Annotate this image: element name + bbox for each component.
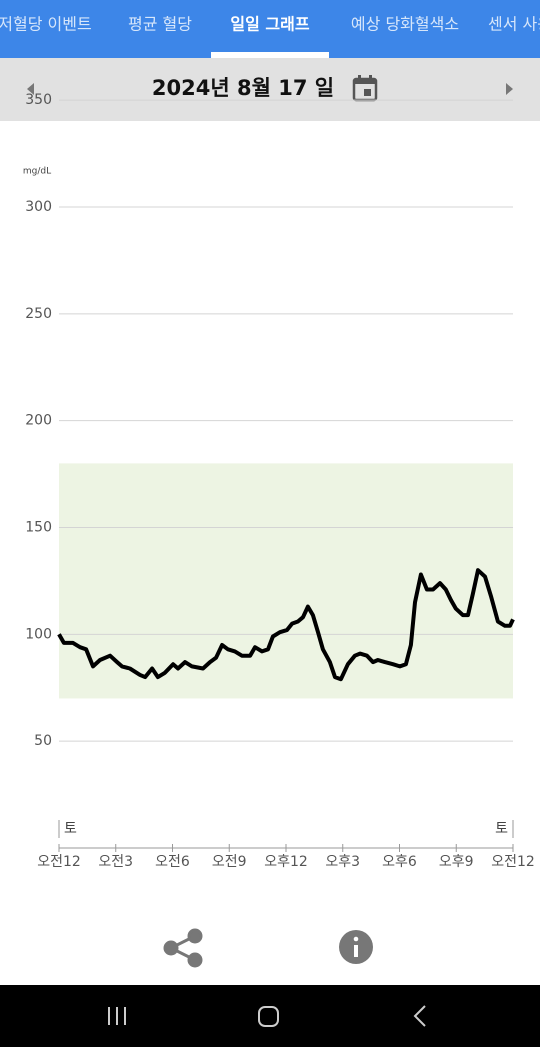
y-tick-label: 150: [25, 520, 52, 536]
y-unit-label: mg/dL: [23, 167, 51, 177]
date-bar: [0, 58, 540, 121]
tab-indicator: [211, 52, 329, 58]
tab[interactable]: 저혈당 이벤트: [0, 15, 92, 34]
x-tick-label: 오후3: [325, 854, 360, 870]
share-icon[interactable]: [163, 928, 203, 968]
x-tick-label: 오전3: [98, 854, 133, 870]
nav-bar: [0, 985, 540, 1047]
y-tick-label: 300: [25, 199, 52, 215]
day-label: 토: [64, 821, 77, 837]
info-icon[interactable]: [339, 930, 373, 964]
tab[interactable]: 센서 사용: [488, 15, 540, 34]
tab-bar: [0, 0, 540, 58]
tab[interactable]: 일일 그래프: [230, 15, 309, 34]
x-tick-label: 오전12: [491, 854, 535, 870]
tab[interactable]: 예상 당화혈색소: [351, 15, 459, 34]
nav-home[interactable]: [258, 1006, 279, 1027]
y-tick-label: 50: [34, 733, 52, 749]
glucose-line: [57, 568, 515, 682]
x-tick-label: 오후6: [382, 854, 417, 870]
y-tick-label: 100: [25, 626, 52, 642]
x-tick-label: 오전9: [212, 854, 247, 870]
x-tick-label: 오전12: [37, 854, 81, 870]
nav-back[interactable]: [413, 1005, 426, 1027]
tab[interactable]: 평균 혈당: [128, 15, 192, 34]
nav-recents[interactable]: [108, 1007, 126, 1025]
day-label: 토: [495, 821, 508, 837]
prev-day[interactable]: [27, 83, 34, 95]
x-tick-label: 오전6: [155, 854, 190, 870]
x-tick-label: 오후12: [264, 854, 308, 870]
date-title: 2024년 8월 17 일: [152, 76, 334, 100]
target-range: [59, 463, 513, 699]
y-tick-label: 250: [25, 306, 52, 322]
x-tick-label: 오후9: [439, 854, 474, 870]
y-tick-label: 350: [25, 92, 52, 108]
y-tick-label: 200: [25, 413, 52, 429]
next-day[interactable]: [506, 83, 513, 95]
